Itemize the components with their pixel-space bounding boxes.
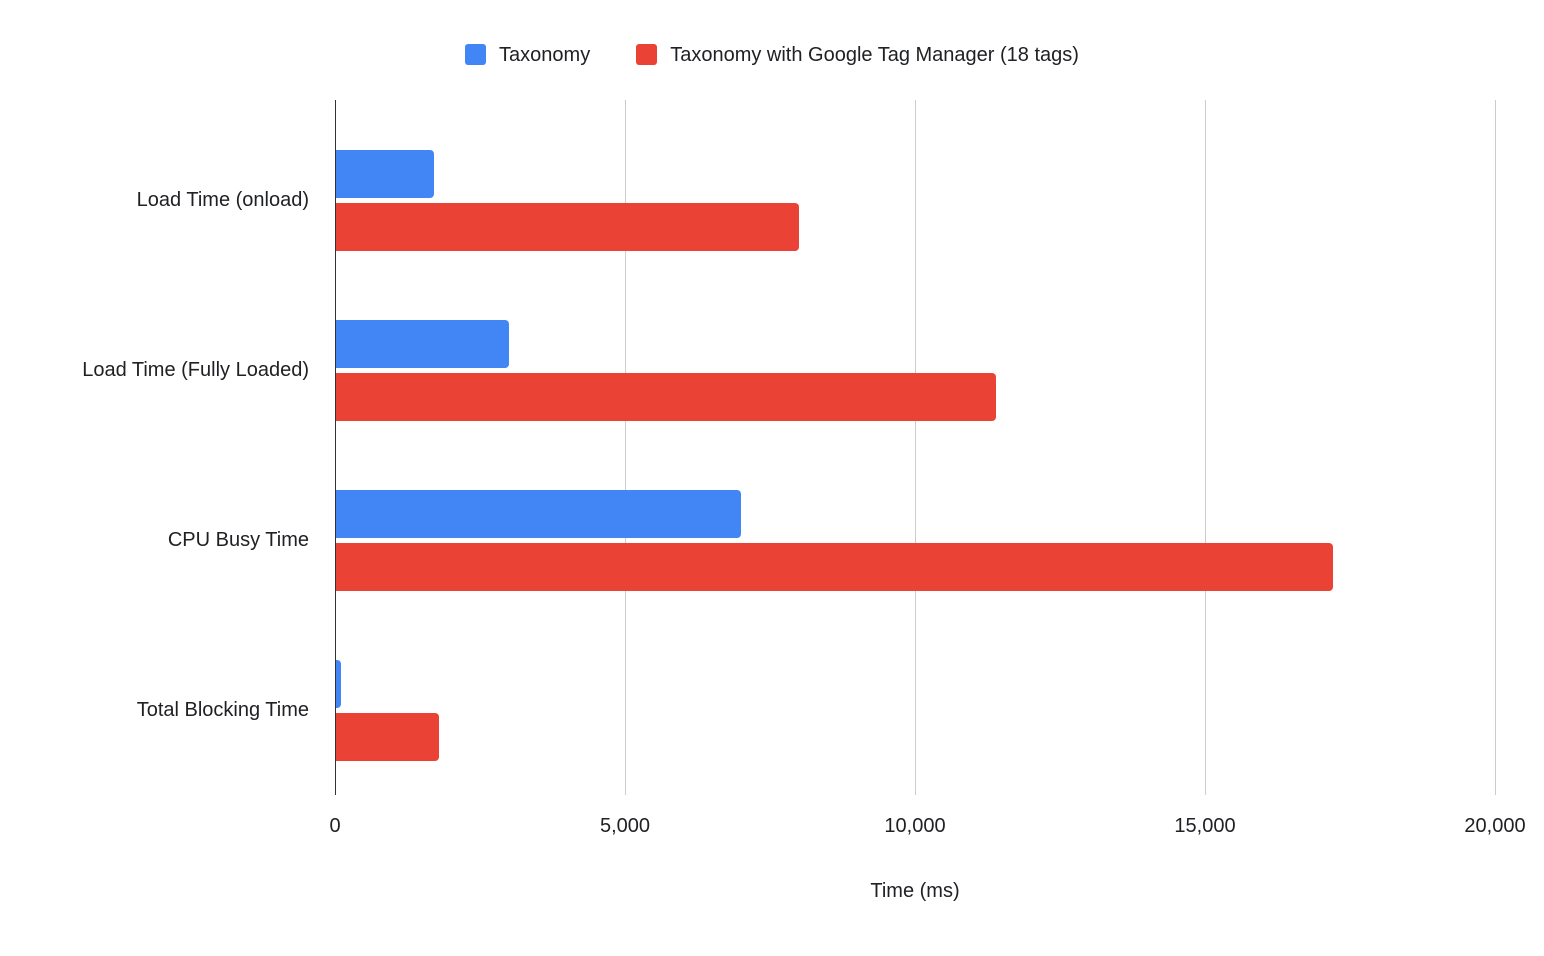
bar-series0-cat1 <box>335 319 509 368</box>
x-axis-ticks: 0 5,000 10,000 15,000 20,000 <box>329 815 1525 843</box>
x-tick-label-2: 10,000 <box>884 815 946 837</box>
category-label-column: Load Time (onload) Load Time (Fully Loade… <box>0 115 322 795</box>
category-label-3: Total Blocking Time <box>136 698 309 721</box>
legend-swatch-icon <box>636 44 658 65</box>
legend-item-0: Taxonomy <box>465 44 590 65</box>
bar-rows <box>335 115 1495 795</box>
bar-series0-cat0 <box>335 149 434 198</box>
category-row <box>335 285 1495 455</box>
x-axis-title: Time (ms) <box>870 880 960 902</box>
gridline <box>1495 100 1496 795</box>
gridline <box>625 100 626 795</box>
x-tick-label-1: 5,000 <box>599 815 651 837</box>
legend-label: Taxonomy <box>499 43 591 66</box>
category-row <box>335 115 1495 285</box>
category-row <box>335 455 1495 625</box>
plot-area <box>335 100 1496 795</box>
bar-series0-cat2 <box>335 489 741 538</box>
category-label-1: Load Time (Fully Loaded) <box>82 358 309 381</box>
legend-label: Taxonomy with Google Tag Manager (18 tag… <box>670 43 1079 66</box>
gridline <box>1205 100 1206 795</box>
legend-swatch-icon <box>465 44 487 65</box>
x-tick-label-3: 15,000 <box>1174 815 1236 837</box>
bar-series1-cat0 <box>335 202 799 251</box>
category-label-0: Load Time (onload) <box>136 188 309 211</box>
bar-series1-cat1 <box>335 372 997 421</box>
chart-legend: Taxonomy Taxonomy with Google Tag Manager… <box>0 44 1544 65</box>
x-tick-label-4: 20,000 <box>1464 815 1526 837</box>
bar-series0-cat3 <box>335 659 341 708</box>
gridline <box>915 100 916 795</box>
bar-series1-cat2 <box>335 542 1333 591</box>
bar-series1-cat3 <box>335 712 440 761</box>
y-axis-line <box>335 100 336 795</box>
category-label-2: CPU Busy Time <box>167 528 309 551</box>
x-tick-label-0: 0 <box>329 815 341 837</box>
category-row <box>335 625 1495 795</box>
legend-item-1: Taxonomy with Google Tag Manager (18 tag… <box>636 44 1079 65</box>
